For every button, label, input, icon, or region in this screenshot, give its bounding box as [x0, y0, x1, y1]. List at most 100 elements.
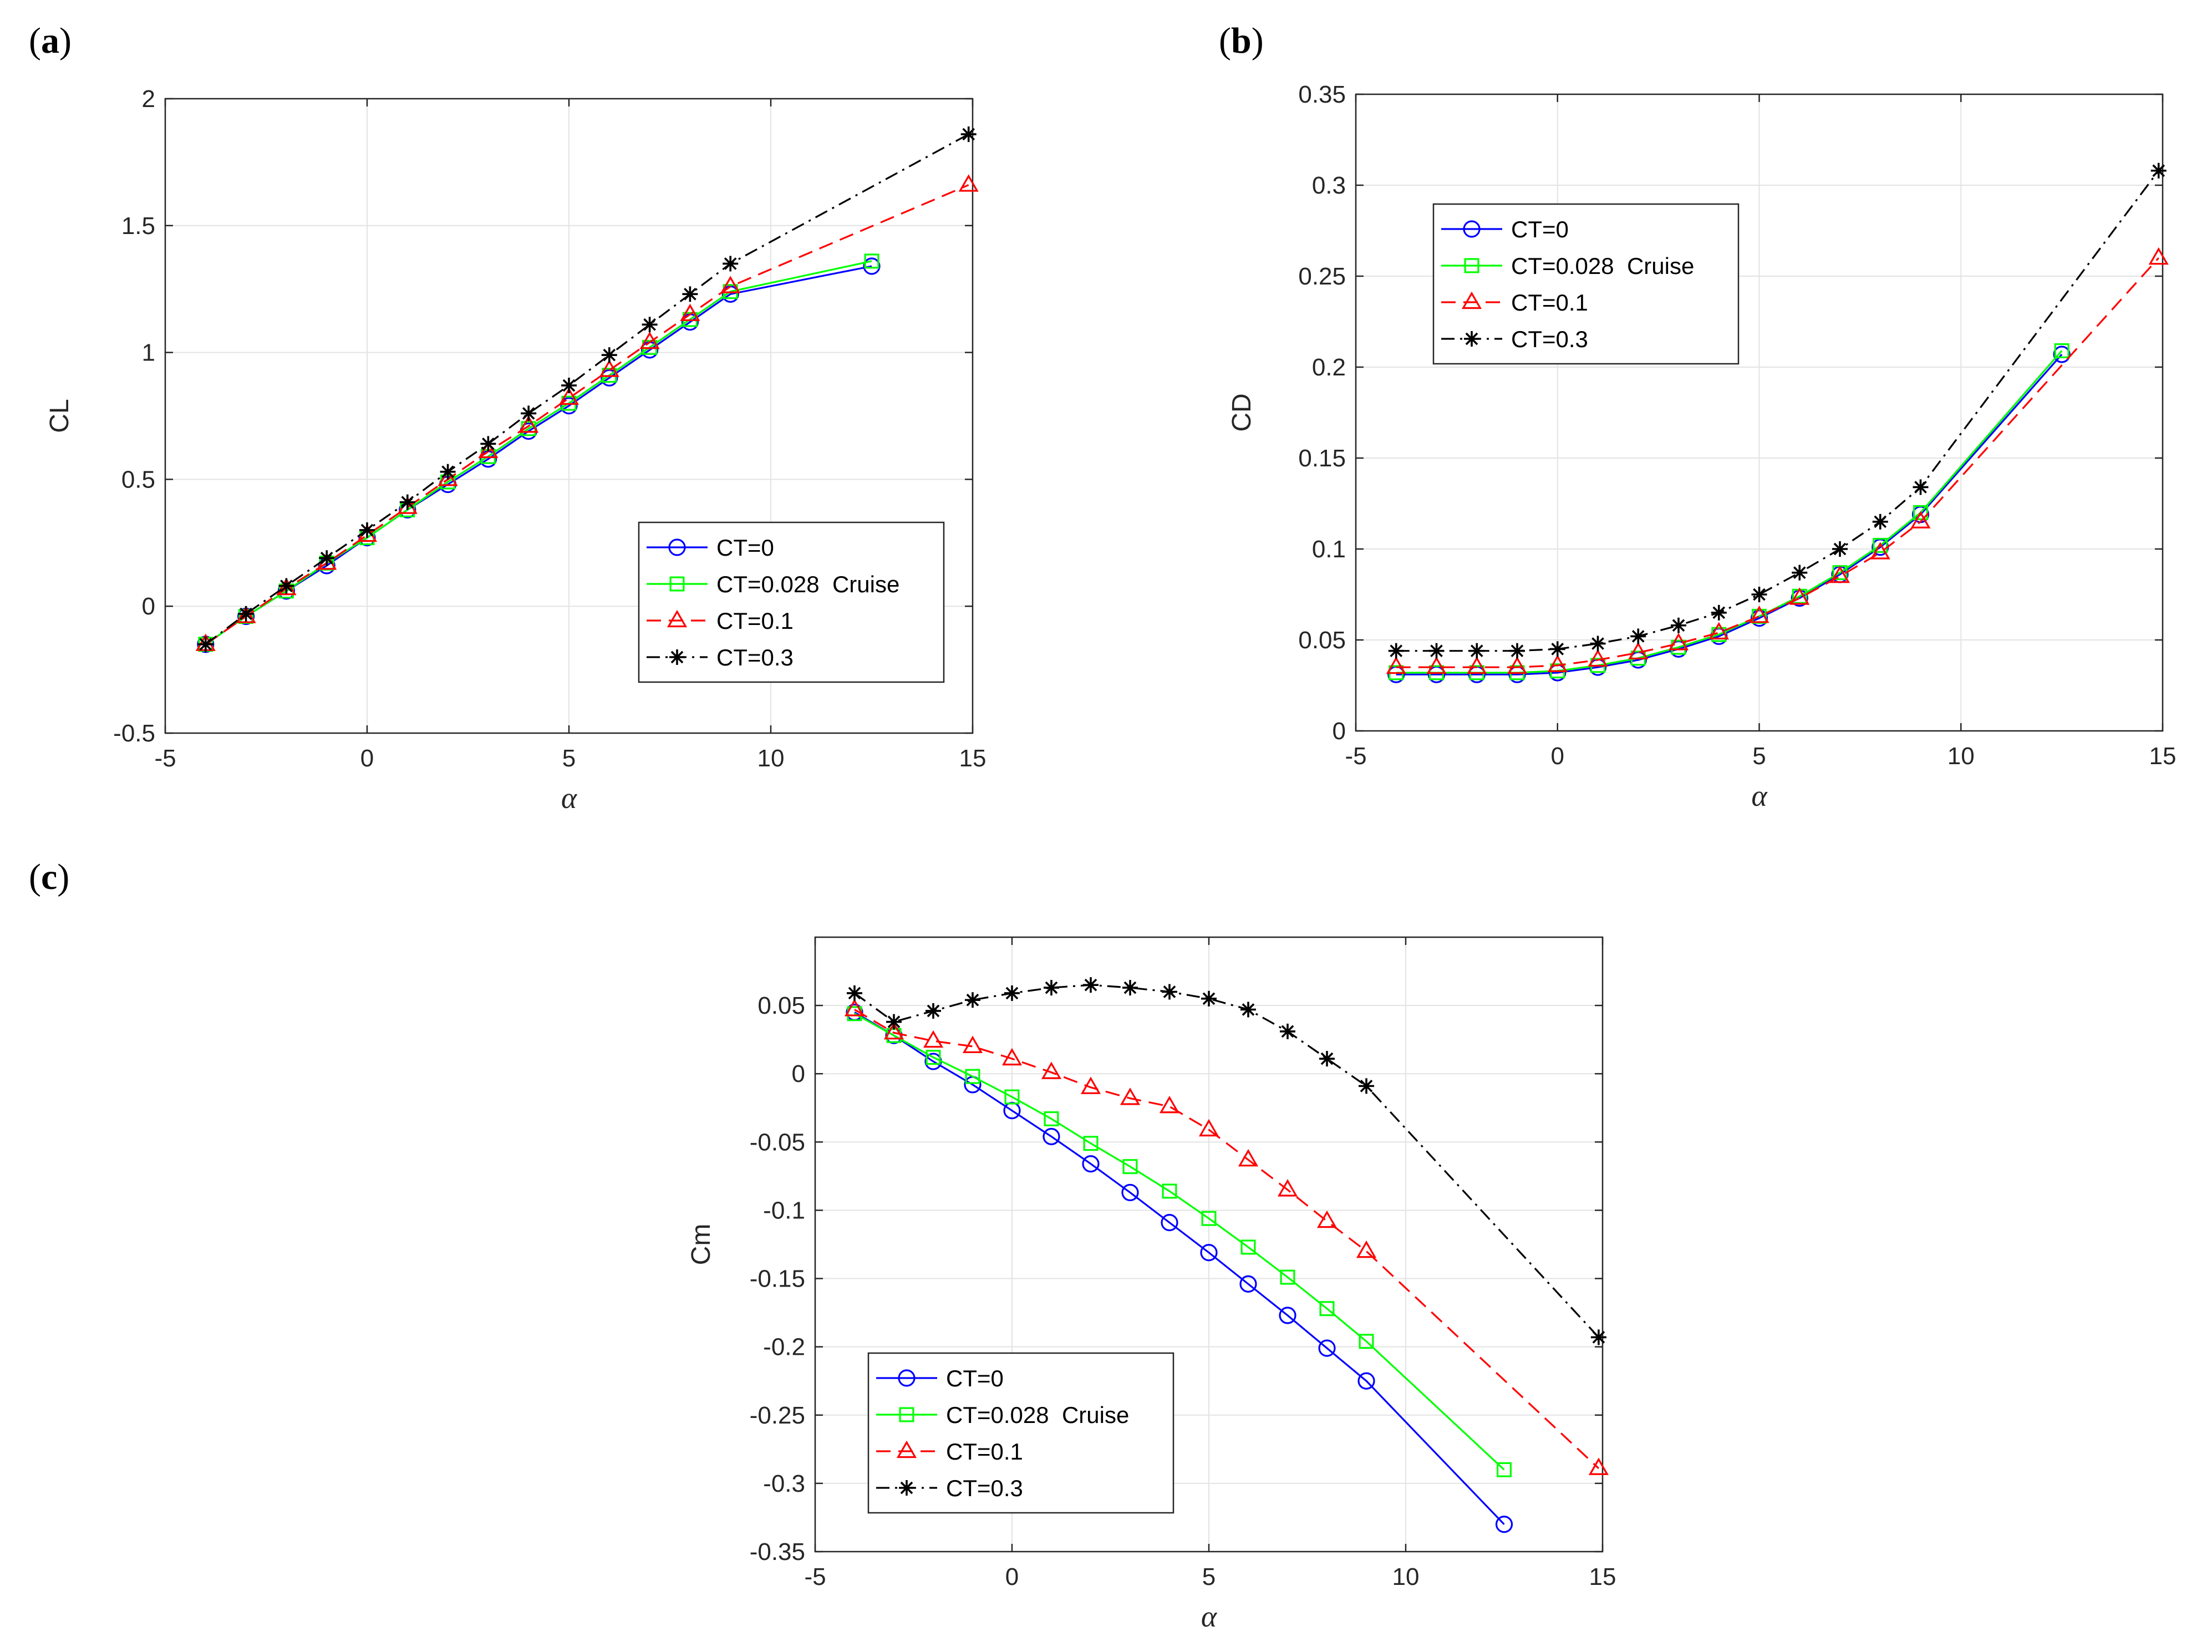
data-point [1630, 628, 1646, 644]
data-point [639, 331, 660, 349]
data-point [720, 276, 741, 293]
y-tick-label: -0.3 [763, 1470, 805, 1497]
legend: CT=0 CT=0.028 Cruise CT=0.1 CT=0.3 [1432, 203, 1740, 365]
legend-marker [898, 1369, 916, 1387]
data-point [1628, 642, 1649, 660]
x-tick-label: 5 [1202, 1563, 1216, 1590]
data-point [2148, 247, 2169, 265]
data-point [558, 387, 579, 405]
data-point [319, 550, 335, 566]
data-point [1277, 1179, 1298, 1197]
data-point [521, 405, 537, 421]
data-point [1004, 985, 1020, 1001]
x-tick-label: 0 [1551, 743, 1564, 770]
y-tick-label: -0.15 [750, 1265, 805, 1293]
data-point [1509, 643, 1525, 659]
axes-box [1355, 93, 2164, 732]
x-tick-label: -5 [1345, 743, 1366, 770]
x-tick-label: 10 [1947, 743, 1975, 770]
data-point [1497, 1462, 1512, 1477]
data-point [480, 436, 496, 452]
data-point [599, 359, 619, 377]
data-point [1357, 1372, 1375, 1390]
data-point [926, 1003, 941, 1019]
data-point [1122, 980, 1138, 996]
data-point [2054, 343, 2069, 358]
legend-label: CT=0.1 [946, 1438, 1023, 1465]
x-tick-label: 10 [757, 745, 785, 772]
series-triangle [844, 999, 1609, 1475]
data-point [2053, 345, 2071, 363]
data-point [1711, 604, 1727, 621]
series-circle [846, 1003, 1513, 1533]
y-tick-label: 0.1 [1312, 536, 1346, 563]
data-point [359, 522, 375, 538]
legend-box [867, 1352, 1174, 1514]
data-point [197, 636, 213, 652]
data-point [1386, 656, 1406, 674]
data-point [1162, 984, 1177, 1000]
data-point [1280, 1269, 1295, 1285]
legend-label: CT=0.3 [716, 644, 794, 670]
legend-marker [1461, 291, 1482, 309]
y-tick-label: 0.15 [1298, 445, 1346, 472]
data-point [1588, 1457, 1609, 1475]
series-line [854, 1013, 1505, 1471]
data-point [886, 1014, 902, 1030]
x-tick-label: 5 [1752, 743, 1766, 770]
series-line [854, 1009, 1599, 1469]
legend: CT=0 CT=0.028 Cruise CT=0.1 CT=0.3 [867, 1352, 1174, 1514]
legend-label: CT=0.3 [1511, 326, 1588, 352]
data-point [438, 469, 458, 486]
data-point [965, 1069, 980, 1084]
data-point [1319, 1051, 1335, 1067]
data-point [1319, 1301, 1335, 1316]
legend-marker [1463, 220, 1481, 238]
data-point [682, 286, 698, 302]
data-point [1708, 622, 1729, 639]
data-point [1239, 1275, 1257, 1293]
data-point [1588, 649, 1608, 667]
data-point [560, 397, 578, 415]
y-tick-label: -0.35 [750, 1538, 805, 1565]
y-tick-label: 0 [1333, 718, 1346, 745]
data-point [1041, 1061, 1062, 1079]
x-tick-label: -5 [804, 1563, 826, 1590]
data-point [1198, 1119, 1219, 1137]
series-line [1396, 257, 2159, 668]
series-triangle [1386, 247, 2169, 674]
legend-marker [899, 1480, 914, 1496]
y-axis-label: CL [45, 399, 74, 433]
series-line [854, 984, 1600, 1338]
data-point [1359, 1334, 1374, 1349]
y-tick-label: -0.05 [750, 1129, 805, 1156]
y-tick-label: 0 [792, 1060, 805, 1087]
legend: CT=0 CT=0.028 Cruise CT=0.1 CT=0.3 [638, 521, 945, 683]
panel-label-a: (a) [29, 21, 72, 61]
data-point [1238, 1149, 1259, 1167]
y-tick-label: 1.5 [121, 212, 155, 240]
data-point [844, 999, 865, 1016]
data-point [1044, 980, 1059, 996]
data-point [1004, 1089, 1020, 1105]
legend-marker [668, 538, 686, 556]
y-tick-label: -0.5 [113, 720, 155, 747]
x-tick-label: 15 [2149, 743, 2177, 770]
series-star [1388, 162, 2167, 659]
data-point [923, 1030, 944, 1048]
panel-label-b: (b) [1219, 21, 1264, 61]
legend-label: CT=0 [946, 1365, 1004, 1391]
data-point [1668, 633, 1689, 650]
legend-label: CT=0.3 [946, 1475, 1023, 1501]
data-point [1590, 1329, 1606, 1345]
data-point [1547, 654, 1568, 672]
data-point [1913, 479, 1929, 495]
data-point [847, 985, 862, 1001]
data-point [1162, 1183, 1177, 1199]
data-point [642, 317, 658, 333]
legend-marker [669, 576, 685, 592]
data-point [1200, 1244, 1218, 1262]
x-tick-label: 15 [1589, 1563, 1616, 1590]
chart-panel-b: -5 0 5 10 1500.050.10.150.20.250.30.35αCDCT=… [1227, 81, 2176, 812]
data-point [1044, 1111, 1059, 1126]
